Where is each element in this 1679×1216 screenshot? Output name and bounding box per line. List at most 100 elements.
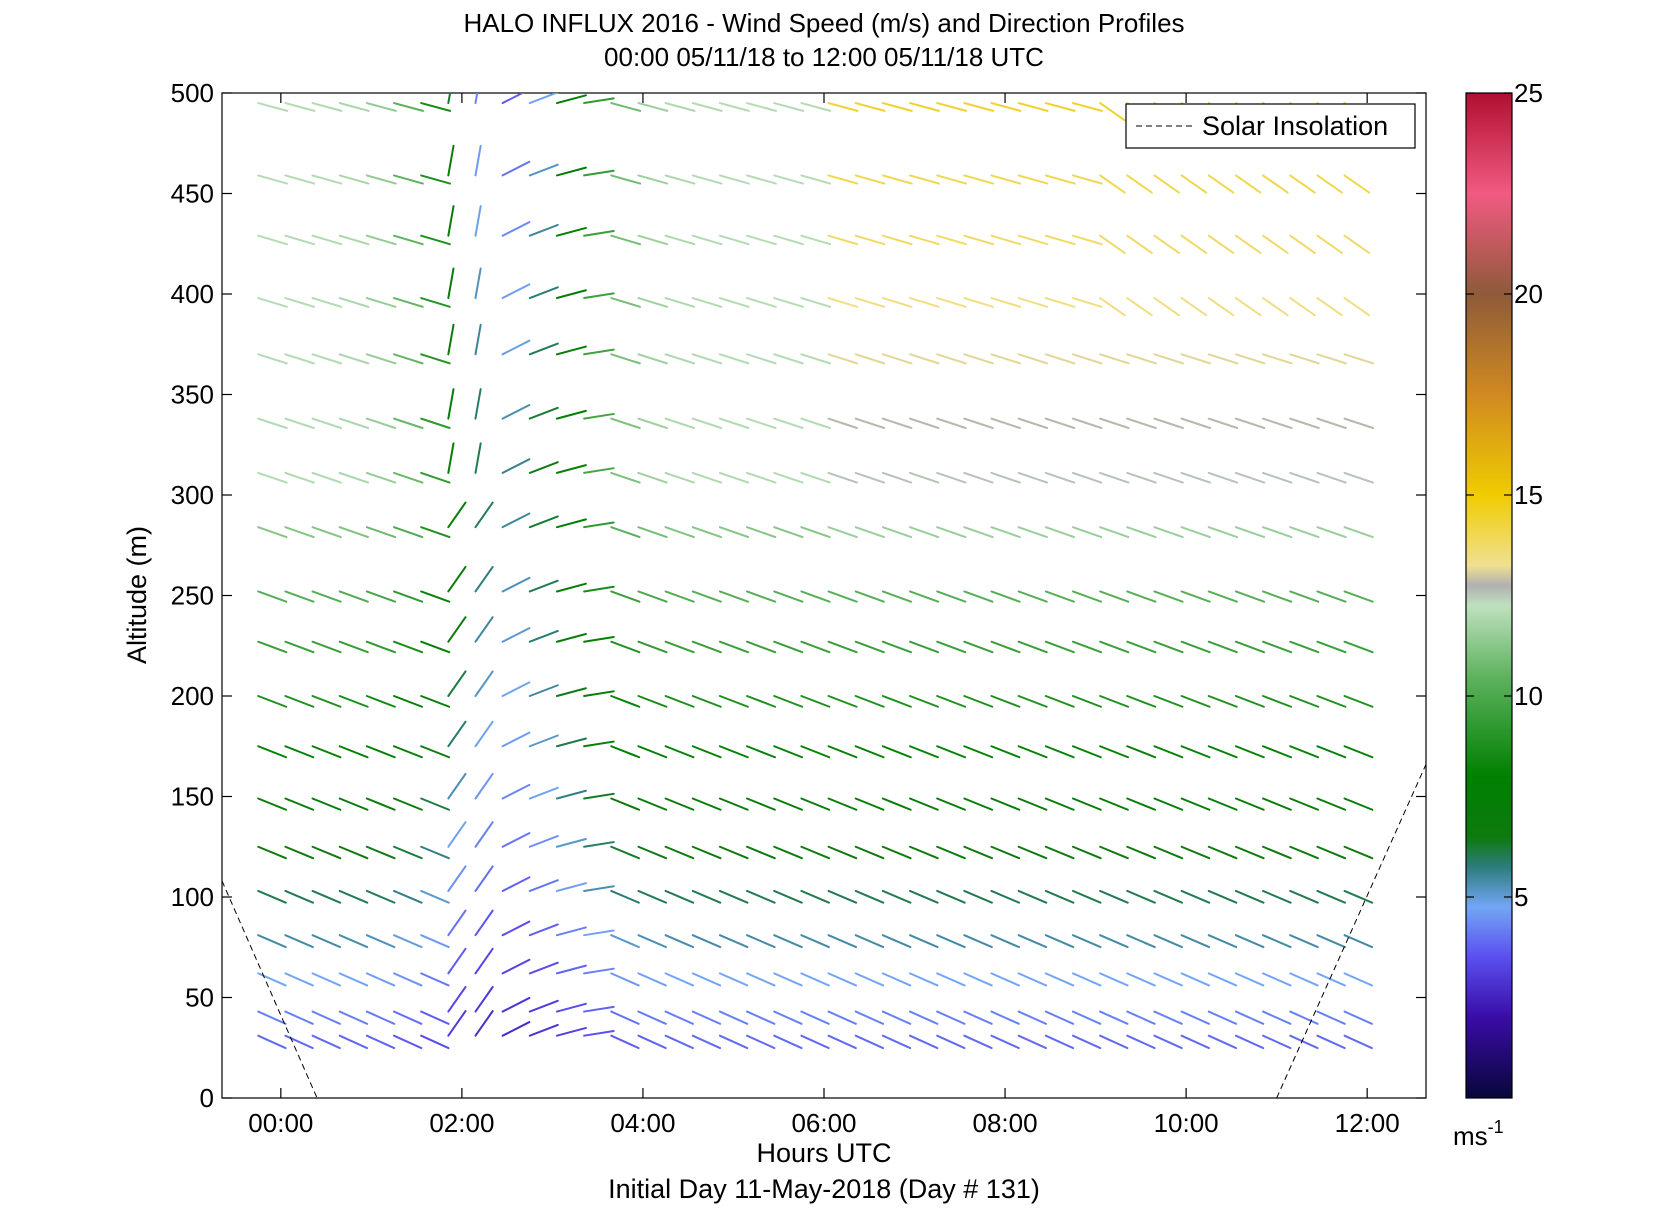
- wind-vector: [1017, 640, 1048, 654]
- wind-vector: [773, 640, 804, 654]
- legend: Solar Insolation: [1125, 103, 1416, 149]
- wind-vector: [827, 590, 858, 603]
- wind-vector: [936, 234, 967, 246]
- wind-vector: [718, 972, 749, 987]
- wind-vector: [718, 934, 749, 949]
- wind-vector: [1126, 526, 1157, 539]
- wind-vector: [718, 297, 750, 308]
- wind-vector: [1262, 972, 1292, 987]
- wind-vector: [338, 797, 369, 811]
- wind-vector: [420, 745, 451, 759]
- wind-vector: [1099, 417, 1130, 430]
- wind-vector: [1180, 640, 1211, 654]
- wind-vector: [1289, 1010, 1319, 1025]
- wind-vector: [284, 234, 316, 246]
- wind-vector: [420, 526, 451, 539]
- wind-vector: [1017, 745, 1048, 759]
- wind-vector: [610, 695, 641, 708]
- wind-vector: [447, 144, 455, 177]
- wind-vector: [746, 1034, 776, 1050]
- wind-vector: [637, 695, 668, 708]
- wind-vector: [963, 417, 994, 430]
- wind-vector: [1126, 471, 1157, 484]
- wind-vector: [1071, 934, 1102, 949]
- x-tick-label: 02:00: [429, 1108, 494, 1138]
- wind-vector: [1343, 174, 1371, 194]
- wind-vector: [1153, 417, 1184, 430]
- wind-vector: [474, 909, 494, 937]
- wind-vector: [1044, 526, 1076, 539]
- legend-entry-solar-insolation: Solar Insolation: [1202, 111, 1388, 141]
- wind-vector: [365, 934, 396, 949]
- wind-vector: [691, 934, 722, 949]
- wind-vector: [1017, 297, 1049, 308]
- wind-vector: [909, 745, 939, 759]
- wind-vector: [1234, 640, 1266, 654]
- wind-vector: [1343, 797, 1374, 811]
- wind-vector: [1343, 640, 1374, 654]
- wind-vector: [936, 640, 967, 654]
- wind-vector: [1262, 353, 1293, 365]
- wind-vector: [909, 417, 940, 430]
- wind-vector: [963, 471, 994, 484]
- wind-vector: [284, 353, 315, 365]
- wind-vector: [664, 297, 696, 308]
- wind-vector: [338, 590, 369, 603]
- y-axis: 0 50 100 150 200 250 300 350 400 450 500: [171, 78, 1426, 1113]
- wind-vector: [990, 174, 1022, 185]
- wind-vector: [474, 772, 494, 800]
- wind-vector: [1262, 1010, 1292, 1025]
- wind-vector: [365, 745, 396, 759]
- wind-vector: [474, 323, 482, 356]
- wind-vector: [718, 174, 750, 185]
- chart-subtitle: 00:00 05/11/18 to 12:00 05/11/18 UTC: [604, 42, 1044, 72]
- wind-vector: [1153, 934, 1183, 949]
- wind-vector: [800, 640, 831, 654]
- wind-vector: [718, 417, 750, 430]
- wind-vector: [610, 234, 642, 246]
- wind-vector: [284, 972, 314, 987]
- wind-vector: [447, 985, 467, 1013]
- wind-vector: [583, 792, 615, 800]
- wind-vector: [338, 845, 369, 860]
- wind-vector: [311, 889, 342, 904]
- wind-vector: [610, 889, 640, 904]
- wind-vector: [501, 1021, 531, 1037]
- wind-vector: [854, 745, 885, 759]
- wind-vector: [1289, 845, 1319, 860]
- wind-vector: [365, 972, 396, 987]
- wind-vector: [1071, 102, 1103, 112]
- wind-vector: [257, 471, 288, 484]
- wind-vector: [1044, 845, 1075, 860]
- wind-vector: [990, 102, 1022, 112]
- wind-vector: [1316, 797, 1347, 811]
- wind-vector: [393, 526, 424, 539]
- wind-vector: [1234, 297, 1262, 317]
- wind-vector: [691, 640, 722, 654]
- x-tick-label: 12:00: [1335, 1108, 1400, 1138]
- wind-vector: [773, 234, 804, 246]
- wind-vector: [1207, 590, 1238, 603]
- wind-vector: [447, 267, 455, 300]
- wind-vector: [1343, 745, 1374, 759]
- wind-vector: [420, 471, 451, 484]
- wind-vector: [691, 745, 722, 759]
- wind-vector: [1044, 889, 1075, 904]
- wind-vector: [528, 579, 559, 593]
- wind-vector: [746, 417, 777, 430]
- y-tick-label: 500: [171, 78, 214, 108]
- wind-vector: [1099, 934, 1129, 949]
- wind-vector: [854, 174, 886, 185]
- wind-vector: [1316, 590, 1347, 603]
- wind-vector: [963, 845, 994, 860]
- wind-vector: [1099, 695, 1130, 708]
- wind-vector: [909, 845, 939, 860]
- wind-vector: [583, 841, 615, 848]
- wind-vector: [746, 353, 777, 365]
- wind-vector: [827, 417, 859, 430]
- wind-vector: [1099, 590, 1130, 603]
- wind-vector: [963, 174, 995, 185]
- wind-vector: [610, 1010, 640, 1025]
- wind-vector: [1099, 353, 1130, 365]
- wind-vector: [420, 353, 451, 365]
